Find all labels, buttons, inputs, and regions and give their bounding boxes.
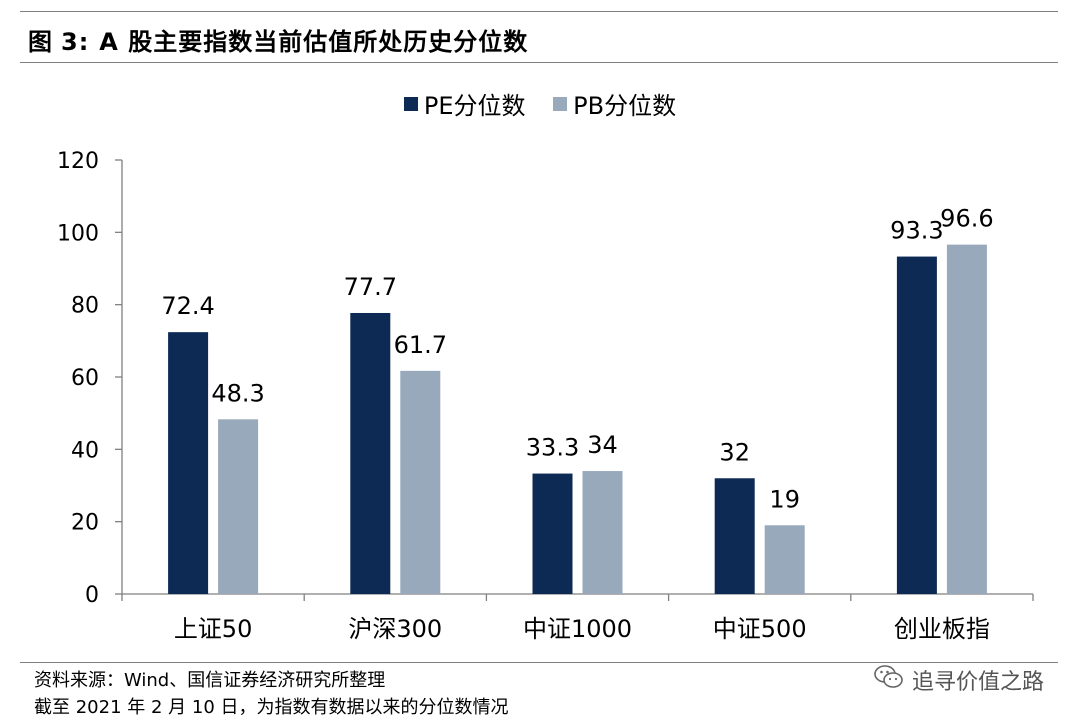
source-note: 资料来源：Wind、国信证券经济研究所整理 <box>34 670 386 691</box>
data-label-pe: 72.4 <box>161 292 214 320</box>
figure-title: 图 3: A 股主要指数当前估值所处历史分位数 <box>28 22 528 57</box>
watermark-text: 追寻价值之路 <box>911 670 1044 695</box>
figure-number: 3: <box>61 28 90 56</box>
watermark: 追寻价值之路 <box>874 664 1044 696</box>
bar-pe <box>714 478 755 594</box>
y-tick-label: 120 <box>57 149 99 174</box>
wechat-icon <box>874 664 904 696</box>
bar-pe <box>168 332 209 594</box>
legend-label-pe: PE分位数 <box>423 92 526 120</box>
data-label-pb: 34 <box>587 431 618 459</box>
legend: PE分位数 PB分位数 <box>0 86 1080 121</box>
title-text: A 股主要指数当前估值所处历史分位数 <box>99 28 529 56</box>
data-label-pe: 33.3 <box>526 434 579 462</box>
x-tick-label: 中证500 <box>713 615 807 643</box>
bar-pe <box>896 256 937 594</box>
legend-item-pe: PE分位数 <box>403 86 526 121</box>
legend-item-pb: PB分位数 <box>553 86 676 121</box>
legend-swatch-pb <box>553 96 568 111</box>
data-label-pb: 61.7 <box>394 331 447 359</box>
figure-label: 图 <box>28 28 53 56</box>
bar-pb <box>218 419 259 594</box>
top-rule <box>20 11 1058 12</box>
x-tick-label: 上证50 <box>174 615 253 643</box>
date-note: 截至 2021 年 2 月 10 日，为指数有数据以来的分位数情况 <box>34 697 509 718</box>
data-label-pe: 77.7 <box>344 273 397 301</box>
y-tick-label: 0 <box>85 583 99 608</box>
footer-rule <box>20 662 1058 663</box>
bar-pb <box>764 525 805 594</box>
bar-pb <box>582 471 623 594</box>
bar-pb <box>946 244 987 594</box>
bar-pb <box>400 370 441 594</box>
data-label-pe: 93.3 <box>890 217 943 245</box>
data-label-pb: 96.6 <box>940 205 993 233</box>
title-rule <box>20 62 1058 63</box>
x-tick-label: 沪深300 <box>348 615 442 643</box>
legend-label-pb: PB分位数 <box>573 92 677 120</box>
y-tick-label: 20 <box>71 511 99 536</box>
x-tick-label: 创业板指 <box>894 615 990 643</box>
data-label-pb: 19 <box>769 485 800 513</box>
y-tick-label: 100 <box>57 221 99 246</box>
bar-pe <box>350 312 391 594</box>
y-tick-label: 80 <box>71 294 99 319</box>
y-tick-label: 40 <box>71 438 99 463</box>
y-tick-label: 60 <box>71 366 99 391</box>
legend-swatch-pe <box>403 96 418 111</box>
data-label-pb: 48.3 <box>211 379 264 407</box>
bar-pe <box>532 473 573 594</box>
data-label-pe: 32 <box>719 438 750 466</box>
x-tick-label: 中证1000 <box>523 615 632 643</box>
